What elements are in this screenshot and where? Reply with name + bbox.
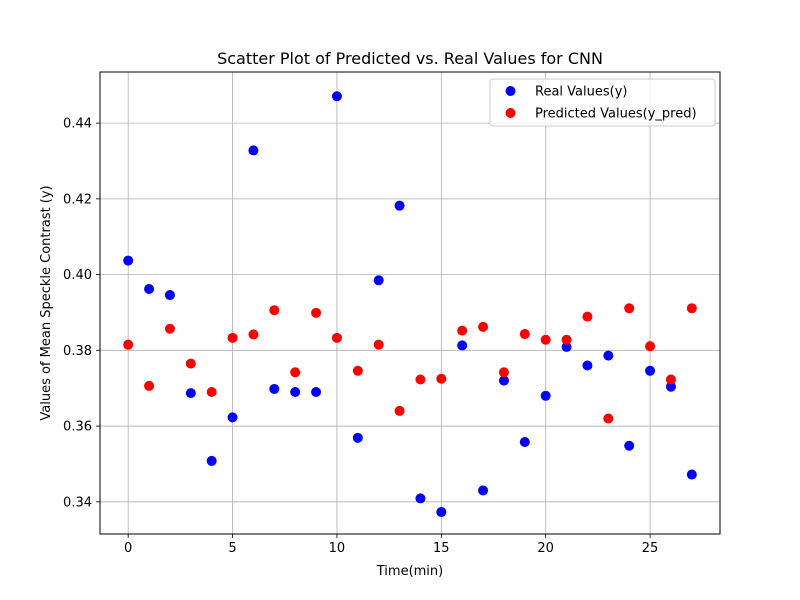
predicted-value-point bbox=[457, 325, 468, 336]
real-value-point bbox=[290, 386, 301, 397]
legend: Real Values(y) Predicted Values(y_pred) bbox=[489, 78, 716, 127]
predicted-value-point bbox=[478, 321, 489, 332]
real-value-point bbox=[331, 91, 342, 102]
y-tick-label: 0.36 bbox=[63, 420, 92, 435]
legend-label-predicted: Predicted Values(y_pred) bbox=[535, 107, 697, 122]
real-value-point bbox=[394, 200, 405, 211]
y-tick-label: 0.42 bbox=[63, 192, 92, 207]
x-tick-label: 15 bbox=[433, 541, 450, 556]
real-value-point bbox=[582, 360, 593, 371]
y-tick-label: 0.38 bbox=[63, 344, 92, 359]
chart-title: Scatter Plot of Predicted vs. Real Value… bbox=[217, 49, 603, 68]
predicted-value-point bbox=[665, 374, 676, 385]
real-value-point bbox=[206, 455, 217, 466]
predicted-value-point bbox=[519, 329, 530, 340]
predicted-value-point bbox=[331, 332, 342, 343]
predicted-value-point bbox=[645, 341, 656, 352]
predicted-value-point bbox=[185, 358, 196, 369]
predicted-value-point bbox=[603, 413, 614, 424]
predicted-value-point bbox=[144, 380, 155, 391]
x-tick-label: 10 bbox=[329, 541, 346, 556]
legend-marker-real bbox=[505, 86, 516, 96]
y-tick-label: 0.34 bbox=[63, 495, 92, 510]
predicted-value-point bbox=[290, 367, 301, 378]
predicted-value-point bbox=[248, 329, 259, 340]
real-value-point bbox=[603, 350, 614, 361]
real-value-point bbox=[665, 381, 676, 392]
real-value-point bbox=[478, 485, 489, 496]
predicted-value-point bbox=[227, 332, 238, 343]
real-value-point bbox=[185, 388, 196, 399]
real-value-point bbox=[645, 365, 656, 376]
real-value-point bbox=[227, 412, 238, 423]
predicted-value-point bbox=[436, 373, 447, 384]
real-value-point bbox=[164, 290, 175, 301]
predicted-value-point bbox=[415, 374, 426, 385]
real-value-point bbox=[457, 340, 468, 351]
real-value-point bbox=[540, 390, 551, 401]
predicted-value-point bbox=[352, 365, 363, 376]
predicted-value-point bbox=[394, 405, 405, 416]
y-axis-label: Values of Mean Speckle Contrast (y) bbox=[39, 185, 54, 420]
x-tick-label: 0 bbox=[124, 541, 132, 556]
real-value-point bbox=[311, 386, 322, 397]
predicted-value-point bbox=[498, 367, 509, 378]
real-value-point bbox=[123, 255, 134, 266]
x-tick-label: 5 bbox=[228, 541, 236, 556]
y-tick-label: 0.44 bbox=[63, 117, 92, 132]
predicted-value-point bbox=[540, 334, 551, 345]
x-axis-label: Time(min) bbox=[376, 564, 443, 579]
predicted-value-point bbox=[624, 303, 635, 314]
predicted-value-point bbox=[311, 307, 322, 318]
y-tick-label: 0.40 bbox=[63, 268, 92, 283]
predicted-value-point bbox=[561, 334, 572, 345]
legend-box bbox=[489, 78, 716, 127]
real-value-point bbox=[352, 432, 363, 443]
predicted-value-point bbox=[269, 305, 280, 316]
predicted-value-point bbox=[373, 339, 384, 350]
predicted-value-point bbox=[582, 311, 593, 322]
real-value-point bbox=[436, 507, 447, 518]
x-tick-label: 20 bbox=[537, 541, 554, 556]
legend-label-real: Real Values(y) bbox=[535, 85, 627, 100]
predicted-value-point bbox=[123, 339, 134, 350]
real-value-point bbox=[519, 436, 530, 447]
real-value-point bbox=[415, 493, 426, 504]
predicted-value-point bbox=[686, 303, 697, 314]
real-value-point bbox=[248, 145, 259, 156]
real-value-point bbox=[269, 383, 280, 394]
x-tick-label: 25 bbox=[642, 541, 659, 556]
plot-frame bbox=[99, 71, 721, 535]
data-points bbox=[123, 91, 697, 518]
real-value-point bbox=[373, 275, 384, 286]
real-value-point bbox=[561, 341, 572, 352]
real-value-point bbox=[686, 469, 697, 480]
real-value-point bbox=[624, 440, 635, 451]
axis-ticks: 0 5 10 15 20 25 0.34 0.36 0.38 0.40 0.42 0.44 bbox=[63, 117, 658, 556]
real-value-point bbox=[498, 375, 509, 386]
grid bbox=[100, 72, 720, 534]
real-value-point bbox=[144, 283, 155, 294]
predicted-value-point bbox=[164, 323, 175, 334]
predicted-value-point bbox=[206, 386, 217, 397]
legend-marker-predicted bbox=[505, 108, 516, 118]
